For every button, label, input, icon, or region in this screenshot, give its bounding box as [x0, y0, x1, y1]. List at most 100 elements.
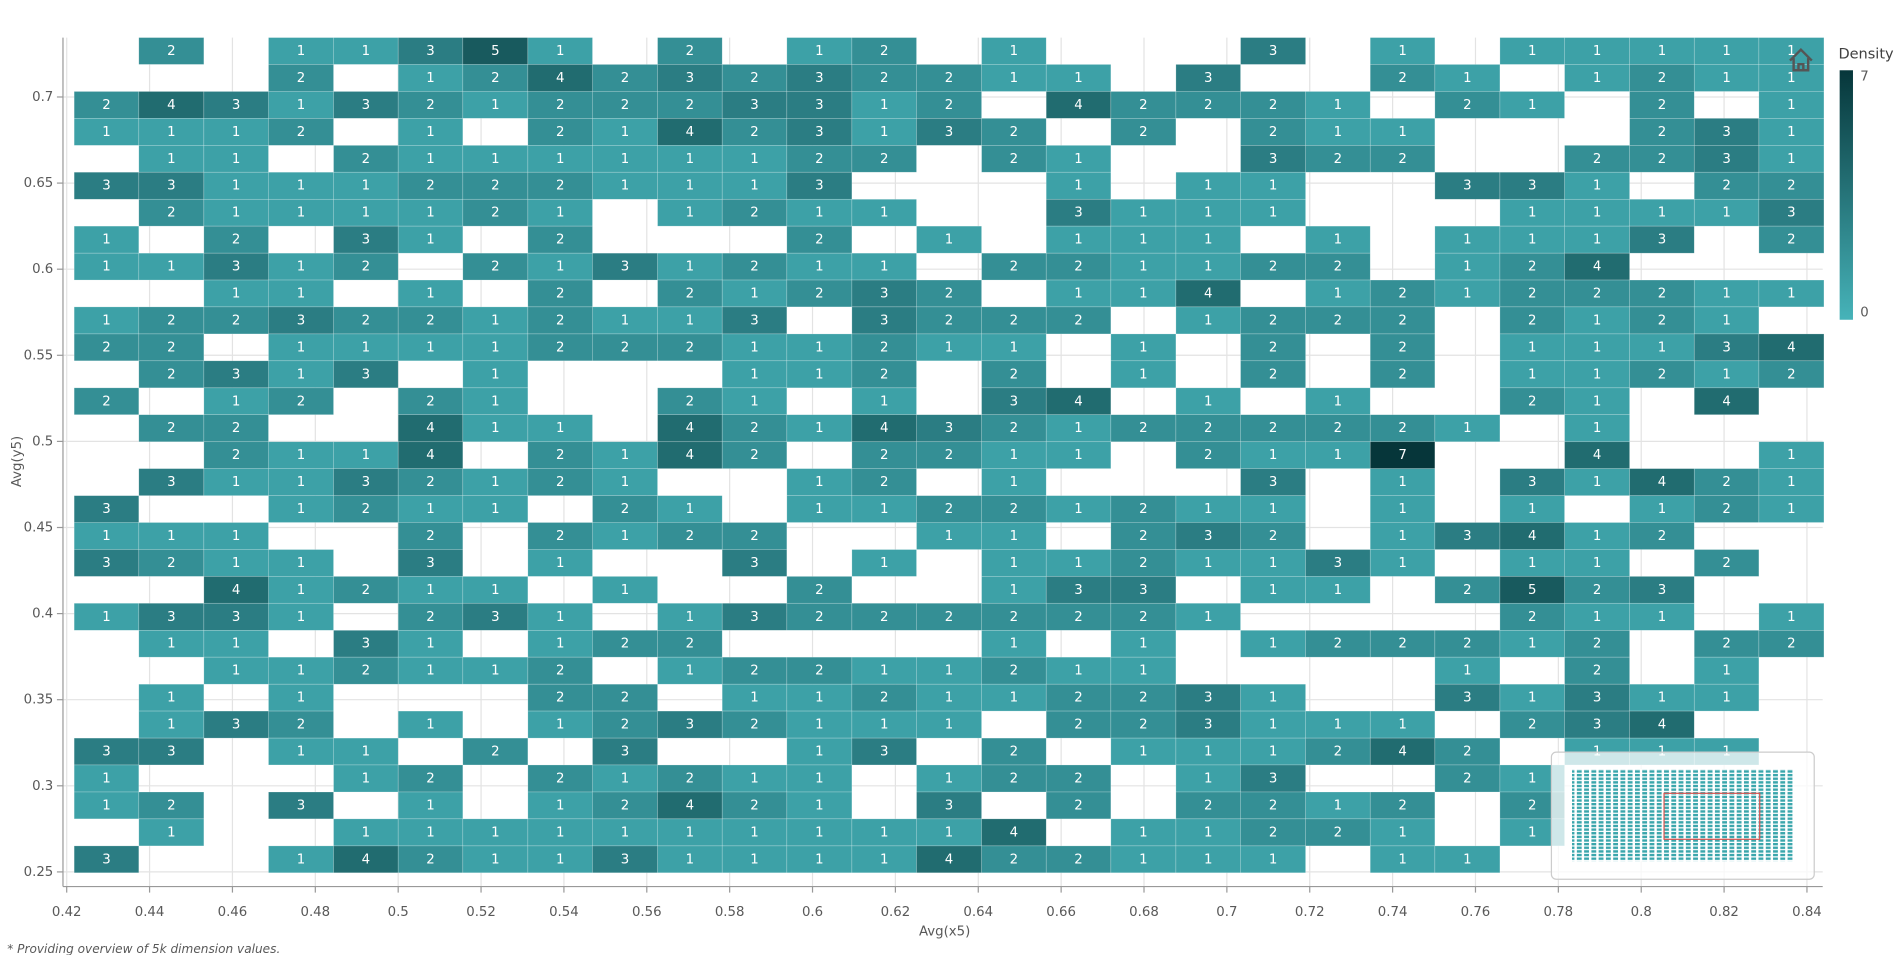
heat-cell [462, 333, 529, 362]
cell-label: 2 [880, 44, 888, 59]
cell-label: 1 [1334, 394, 1342, 409]
heat-cell [1305, 387, 1371, 416]
cell-label: 1 [945, 233, 953, 248]
heat-cell [333, 91, 399, 119]
heat-cell [1629, 495, 1695, 523]
heat-cell [1564, 576, 1630, 604]
cell-label: 1 [1139, 825, 1147, 840]
cell-label: 1 [297, 286, 305, 301]
heat-cell [916, 764, 982, 793]
cell-label: 1 [621, 825, 629, 840]
heat-cell [138, 118, 205, 146]
heat-cell [1564, 306, 1630, 335]
cell-label: 1 [426, 233, 434, 248]
heat-cell [203, 414, 269, 443]
cell-label: 1 [1722, 44, 1730, 59]
heat-cell [657, 818, 723, 847]
cell-label: 1 [686, 502, 694, 517]
heat-cell [851, 279, 917, 308]
cell-label: 1 [232, 664, 240, 679]
cell-label: 2 [1269, 367, 1277, 382]
heat-cell [1369, 522, 1436, 550]
cell-label: 1 [1074, 448, 1082, 463]
cell-label: 1 [750, 152, 758, 167]
cell-label: 1 [1787, 448, 1795, 463]
heat-cell [1758, 198, 1825, 227]
cell-label: 2 [297, 125, 305, 140]
cell-label: 2 [621, 502, 629, 517]
cell-label: 3 [491, 610, 499, 625]
cell-label: 2 [1074, 798, 1082, 813]
heat-cell [333, 360, 399, 389]
heat-cell [397, 306, 464, 335]
cell-label: 2 [1398, 798, 1406, 813]
heat-cell [1045, 710, 1112, 739]
cell-label: 2 [1074, 718, 1082, 733]
heat-cell [1629, 710, 1695, 739]
cell-label: 2 [880, 152, 888, 167]
heat-cell [73, 495, 140, 523]
cell-label: 2 [362, 583, 370, 598]
cell-label: 2 [426, 98, 434, 113]
cell-label: 1 [815, 825, 823, 840]
cell-label: 1 [426, 583, 434, 598]
cell-label: 2 [1074, 260, 1082, 275]
mini-map[interactable] [1550, 751, 1815, 880]
cell-label: 2 [686, 340, 694, 355]
cell-label: 1 [426, 340, 434, 355]
heat-cell [1110, 656, 1177, 685]
heat-cell [657, 764, 723, 793]
cell-label: 2 [1528, 394, 1536, 409]
heat-cell [592, 495, 658, 523]
heat-cell [721, 710, 788, 739]
cell-label: 2 [1139, 502, 1147, 517]
home-button[interactable] [1789, 47, 1813, 72]
cell-label: 1 [1593, 179, 1601, 194]
heat-cell [1305, 441, 1371, 469]
heat-cell [1045, 387, 1112, 416]
heat-cell [203, 118, 269, 146]
cell-label: 2 [556, 179, 564, 194]
cell-label: 1 [232, 125, 240, 140]
cell-label: 3 [1139, 583, 1147, 598]
cell-label: 1 [621, 529, 629, 544]
cell-label: 1 [1398, 556, 1406, 571]
heat-cell [73, 91, 140, 119]
x-tick-label: 0.64 [963, 905, 993, 920]
heat-cell [268, 306, 334, 335]
cell-label: 1 [1269, 637, 1277, 652]
cell-label: 1 [556, 718, 564, 733]
heat-cell [138, 630, 205, 658]
heat-cell [1240, 710, 1306, 739]
heat-cell [1693, 333, 1760, 362]
cell-label: 1 [1139, 367, 1147, 382]
heat-cell [1305, 414, 1371, 443]
heat-cell [786, 602, 853, 631]
cell-label: 1 [1722, 206, 1730, 221]
cell-label: 3 [426, 556, 434, 571]
x-tick-label: 0.74 [1378, 905, 1408, 920]
heat-cell [916, 710, 982, 739]
heat-cell [851, 602, 917, 631]
cell-label: 2 [102, 98, 110, 113]
heat-cell [786, 468, 853, 496]
heat-cell [592, 576, 658, 604]
cell-label: 2 [880, 448, 888, 463]
heat-cell [527, 37, 593, 65]
cell-label: 1 [556, 152, 564, 167]
cell-label: 2 [1722, 502, 1730, 517]
cell-label: 3 [1269, 771, 1277, 786]
cell-label: 1 [945, 718, 953, 733]
heat-cell [1240, 818, 1306, 847]
heat-cell [527, 145, 593, 173]
cell-label: 2 [102, 394, 110, 409]
cell-label: 2 [491, 179, 499, 194]
heat-cell [786, 764, 853, 793]
cell-label: 2 [232, 313, 240, 328]
heat-cell [1045, 764, 1112, 793]
cell-label: 1 [1204, 556, 1212, 571]
heat-cell [851, 549, 917, 577]
heat-cell [1240, 414, 1306, 443]
cell-label: 1 [1787, 98, 1795, 113]
heat-cell [916, 225, 982, 254]
